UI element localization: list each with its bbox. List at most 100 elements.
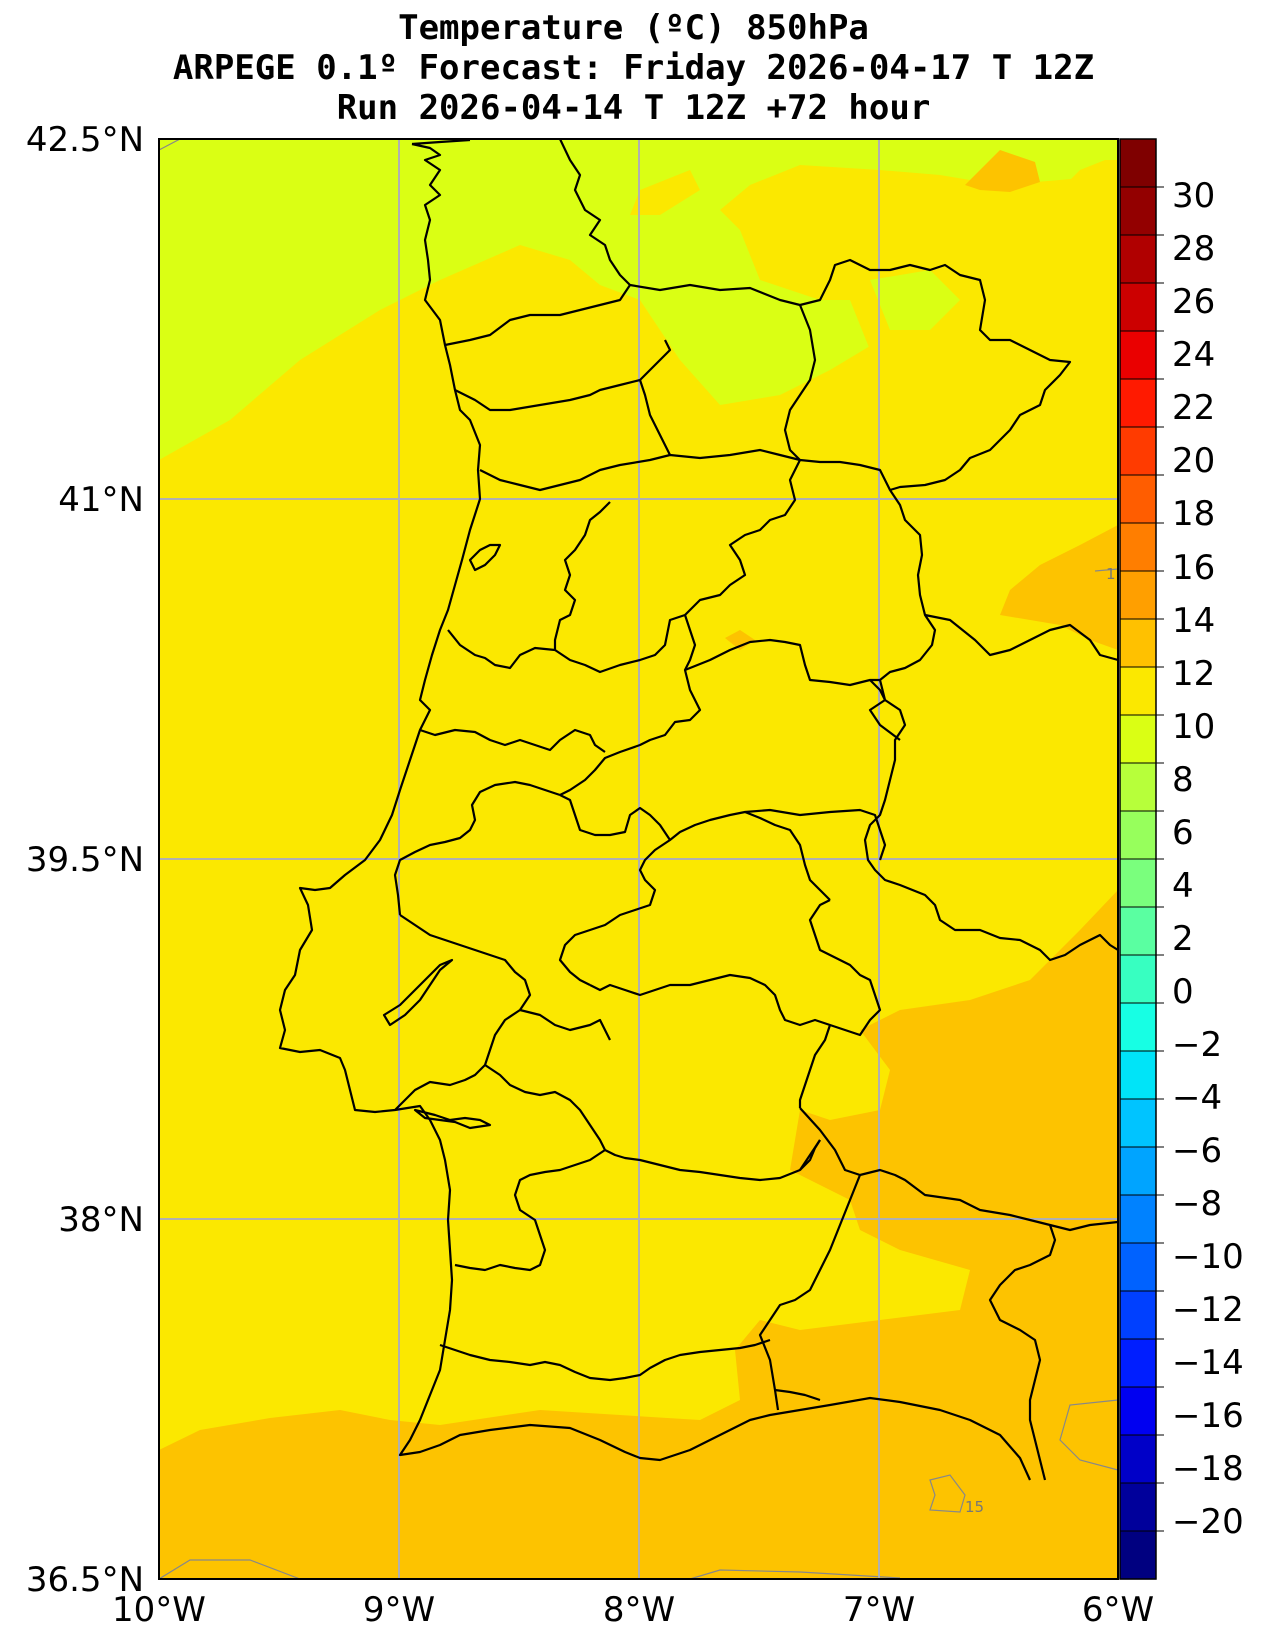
colorbar-tick-label: 14	[1172, 601, 1215, 641]
field-14-16-small-patch	[725, 630, 755, 650]
colorbar-tick-label: 26	[1172, 282, 1215, 322]
colorbar-tick-label: −4	[1172, 1078, 1222, 1118]
colorbar-tick-label: 6	[1172, 813, 1194, 853]
graticule	[159, 139, 1118, 1579]
colorbar-tick-label: −20	[1172, 1502, 1244, 1542]
colorbar-tick-label: −8	[1172, 1184, 1222, 1224]
district-line-23	[799, 1139, 821, 1171]
lon-tick-label: 8°W	[603, 1590, 675, 1630]
contour-line-nw	[159, 139, 181, 151]
district-line-25	[774, 1388, 821, 1402]
district-line-11	[419, 728, 606, 753]
district-borders	[278, 139, 1118, 1481]
colorbar-swatch	[1120, 1099, 1156, 1148]
colorbar-tick-label: −10	[1172, 1237, 1244, 1277]
colorbar-tick-label: 16	[1172, 548, 1215, 588]
aveiro-lagoon	[468, 543, 502, 572]
district-line-15	[558, 839, 671, 986]
colorbar-tick-label: −14	[1172, 1343, 1244, 1383]
district-line-22	[454, 1149, 606, 1272]
colorbar-swatch	[1120, 571, 1156, 620]
colorbar-swatch	[1120, 427, 1156, 476]
coastline	[278, 142, 1032, 1481]
colorbar-tick-label: 18	[1172, 494, 1215, 534]
colorbar-swatch	[1120, 1483, 1156, 1532]
district-line-24	[439, 1338, 771, 1382]
district-line-6	[447, 459, 801, 674]
field-12-14-island-1	[630, 170, 700, 215]
tagus-estuary	[382, 958, 454, 1027]
colorbar-swatch	[1120, 667, 1156, 716]
district-line-13	[559, 794, 831, 901]
colorbar-swatch	[1120, 475, 1156, 524]
colorbar-tick-label: −2	[1172, 1025, 1222, 1065]
colorbar-tick-label: 10	[1172, 707, 1215, 747]
lon-tick-label: 10°W	[112, 1590, 206, 1630]
field-10-12-island	[870, 270, 960, 330]
colorbar-tick-label: −12	[1172, 1290, 1244, 1330]
lat-tick-label: 42.5°N	[26, 120, 144, 160]
colorbar-swatch	[1120, 283, 1156, 332]
colorbar-tick-label: 24	[1172, 335, 1215, 375]
colorbar-swatch	[1120, 523, 1156, 572]
colorbar-tick-label: 2	[1172, 919, 1194, 959]
colorbar-swatch	[1120, 1531, 1156, 1580]
colorbar	[1119, 138, 1164, 1580]
lon-tick-label: 7°W	[843, 1590, 915, 1630]
colorbar-tick-label: 20	[1172, 441, 1215, 481]
colorbar-swatch	[1120, 1243, 1156, 1292]
contour-line-sw	[159, 1559, 301, 1579]
colorbar-swatch	[1120, 1339, 1156, 1388]
district-line-18	[394, 1009, 521, 1111]
lon-tick-label: 6°W	[1082, 1590, 1154, 1630]
district-line-10	[868, 679, 901, 741]
colorbar-swatch	[1120, 811, 1156, 860]
contour-line-east	[1094, 568, 1118, 572]
colorbar-tick-label: −16	[1172, 1396, 1244, 1436]
border-spain-3	[799, 1107, 1118, 1232]
border-spain-5	[988, 1224, 1057, 1481]
colorbar-swatch	[1120, 1003, 1156, 1052]
border-spain-2	[924, 613, 1118, 662]
map-title-line-3: Run 2026-04-14 T 12Z +72 hour	[336, 88, 931, 128]
colorbar-swatch	[1120, 235, 1156, 284]
district-line-14	[744, 808, 887, 861]
colorbar-tick-label: −18	[1172, 1449, 1244, 1489]
colorbar-tick-label: −6	[1172, 1131, 1222, 1171]
map-frame	[158, 138, 1119, 1580]
contour-15-line	[929, 1474, 966, 1513]
district-line-3	[479, 448, 801, 492]
lat-tick-label: 41°N	[58, 480, 144, 520]
border-north	[411, 139, 471, 146]
colorbar-swatch	[1120, 1051, 1156, 1100]
border-spain-1	[559, 139, 1118, 962]
lon-tick-label: 9°W	[363, 1590, 435, 1630]
lat-tick-label: 39.5°N	[26, 840, 144, 880]
colorbar-swatch	[1120, 1387, 1156, 1436]
contour-label-east: 1	[1106, 565, 1116, 583]
colorbar-swatch	[1120, 955, 1156, 1004]
colorbar-tick-label: 0	[1172, 972, 1194, 1012]
lat-tick-label: 38°N	[58, 1200, 144, 1240]
colorbar-swatch	[1120, 715, 1156, 764]
colorbar-tick-label: 4	[1172, 866, 1194, 906]
colorbar-tick-label: 12	[1172, 654, 1215, 694]
colorbar-swatch	[1120, 187, 1156, 236]
border-spain-4	[758, 1174, 862, 1411]
colorbar-tick-label: 28	[1172, 229, 1215, 269]
district-line-1	[444, 284, 631, 347]
district-line-7	[553, 501, 611, 650]
colorbar-labels: 30 28 26 24 22 20 18 16 14 12 10 8 6 4 2…	[1172, 176, 1244, 1542]
lat-tick-label: 36.5°N	[26, 1560, 144, 1600]
district-line-20	[798, 1024, 832, 1108]
colorbar-tick-label: 22	[1172, 388, 1215, 428]
district-line-4	[638, 379, 671, 456]
district-line-16	[399, 914, 532, 1011]
field-12-14-small-island	[852, 1258, 862, 1282]
contour-label-15: 15	[965, 1498, 984, 1516]
colorbar-swatch	[1120, 859, 1156, 908]
field-14-16-patch-north	[965, 150, 1040, 192]
contour-line-s	[689, 1569, 901, 1579]
map-title-line-2: ARPEGE 0.1º Forecast: Friday 2026-04-17 …	[172, 48, 1095, 88]
colorbar-swatch	[1120, 1291, 1156, 1340]
